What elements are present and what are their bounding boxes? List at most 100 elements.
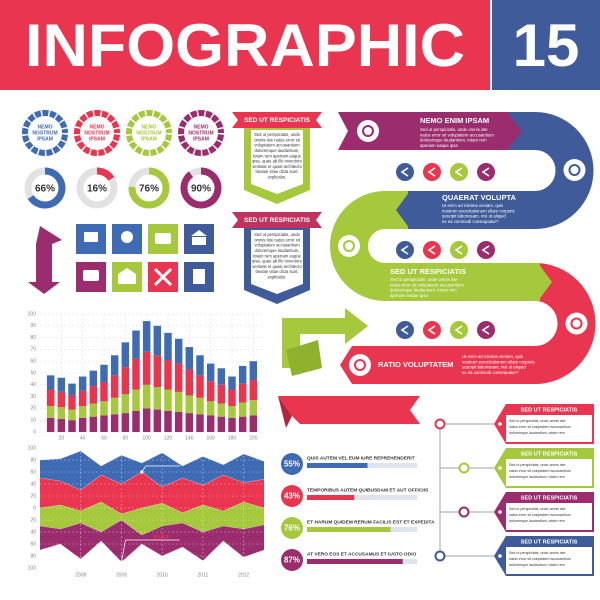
nav-icon: [450, 163, 468, 181]
badge-text: NOSTRUM: [84, 130, 109, 136]
banner: [232, 112, 322, 128]
bar-segment: [121, 394, 130, 414]
nav-icon: [477, 241, 495, 259]
nav-icon-arrow: [400, 325, 409, 335]
x-tick-label: 80: [123, 435, 129, 441]
icon: [193, 269, 205, 284]
arrow-decoration: [286, 340, 322, 376]
bar-segment: [57, 377, 66, 392]
bar-segment: [78, 406, 87, 418]
progress-value: 55%: [284, 460, 300, 469]
donut-label: 66%: [35, 184, 55, 195]
y-tick-label: 20: [30, 517, 36, 523]
tag-hole: [498, 466, 502, 470]
nav-icon: [423, 321, 441, 339]
icon: [121, 231, 133, 243]
ribbon-text: Sed ut perspiciatis, unde: [254, 132, 301, 137]
x-tick-label: 160: [206, 435, 215, 441]
bar-segment: [164, 360, 172, 390]
connector-node: [434, 550, 446, 562]
ribbon-text: doloremque laudantium,: [255, 148, 300, 153]
step-text: Sed ut perspiciatis, unde omnis iste: [420, 127, 488, 132]
bar-segment: [142, 321, 151, 352]
bar-segment: [153, 325, 162, 356]
bar-segment: [153, 355, 162, 388]
bar-segment: [153, 409, 162, 432]
icon: [153, 267, 173, 287]
tag-text: Sed ut perspiciatis, unde omnis iste: [509, 507, 566, 511]
progress-label: ET HARUM QUIDEM RERUM FACILIS EST ET EXP…: [307, 519, 435, 525]
y-tick-label: 30: [30, 394, 36, 400]
progress-circle: [281, 517, 303, 539]
area-line: [39, 501, 265, 515]
ribbon-text: ipsa, quae ab illo inventore: [252, 259, 302, 264]
bar-segment: [57, 407, 66, 420]
step-icon: [565, 312, 588, 335]
header-band: [0, 0, 490, 90]
ribbon-text: voluptatem accusantium: [254, 243, 300, 248]
nav-icon-arrow: [400, 245, 409, 255]
donut-arc: [27, 167, 66, 209]
step-text: Ut enim ad minima veniam, quis: [442, 203, 503, 208]
ribbon-text: doloremque laudantium,: [255, 248, 300, 253]
tag-text: natus error sit voluptatem accusantium: [509, 469, 571, 473]
step-icon-glyph: [570, 317, 583, 330]
bar-segment: [217, 368, 226, 385]
step-text: suscipit laboriosam, nisi ut aliquid: [462, 365, 526, 370]
badge-text: IPSAM: [193, 136, 209, 142]
progress-bar: [307, 559, 403, 564]
tag-text: doloremque laudantium, totam rem: [509, 431, 565, 435]
badge-text: IPSAM: [37, 136, 53, 142]
nav-icon: [423, 241, 441, 259]
area-line: [39, 519, 265, 536]
ribbon-text: ipsa, quae ab illo inventore: [252, 159, 302, 164]
bar-segment: [174, 338, 183, 364]
ribbon-text: explicabo.: [268, 275, 287, 280]
badge-ring-segments: [126, 110, 172, 156]
area-line: [39, 540, 265, 563]
bar-segment: [89, 403, 98, 417]
bar-segment: [228, 389, 236, 407]
header-title: INFOGRAPHIC: [25, 12, 465, 79]
tag-text: Sed ut perspiciatis, unde omnis iste: [509, 419, 566, 423]
bar-segment: [185, 395, 194, 414]
bar-segment: [238, 383, 247, 403]
bar-segment: [132, 330, 140, 359]
arrow-decoration: [282, 308, 368, 368]
y-tick-label: 50: [30, 370, 36, 376]
donut-arc: [128, 167, 170, 209]
area-band: [40, 520, 264, 562]
progress-value: 43%: [284, 492, 300, 501]
x-tick-label: 2008: [75, 572, 86, 578]
bar-segment: [206, 415, 215, 432]
bar-segment: [249, 400, 258, 416]
x-tick-label: 2012: [238, 572, 249, 578]
arrow-decoration: [28, 226, 62, 294]
banner-title: SED UT RESPICIATIS: [244, 117, 311, 124]
y-tick-label: 0: [33, 505, 36, 511]
nav-icon-arrow: [427, 167, 436, 177]
step-title: QUAERAT VOLUPTA: [442, 193, 516, 202]
bar-segment: [174, 411, 183, 432]
progress-track: [307, 495, 417, 500]
icon: [84, 232, 98, 242]
x-tick-label: 40: [80, 435, 86, 441]
badge-text: NOSTRUM: [32, 130, 57, 136]
header-number: 15: [513, 12, 580, 79]
bar-segment: [89, 370, 98, 386]
bar-segment: [68, 409, 76, 421]
step-text: natus error sit voluptatem accusantium: [390, 282, 464, 287]
tag-title: SED UT RESPICIATIS: [521, 495, 578, 501]
bar-segment: [206, 401, 215, 416]
progress-value: 76%: [284, 524, 300, 533]
nav-icon-arrow: [481, 245, 490, 255]
step-title: SED UT RESPICIATIS: [390, 267, 466, 276]
badge-text: NEMO: [90, 124, 105, 130]
donut-label: 90%: [191, 184, 211, 195]
progress-circle: [281, 453, 303, 475]
bar-segment: [228, 376, 236, 390]
bar-segment: [89, 385, 98, 404]
tag-title: SED UT RESPICIATIS: [521, 407, 578, 413]
annotation-leader: [141, 465, 180, 473]
bar-segment: [164, 389, 172, 411]
